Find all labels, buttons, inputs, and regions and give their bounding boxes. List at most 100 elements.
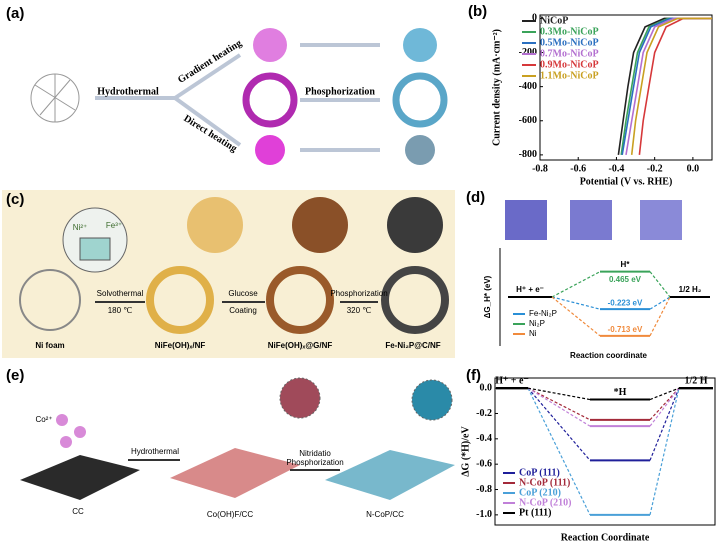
- sphere: [387, 197, 443, 253]
- cage: [266, 266, 334, 334]
- series-line: [621, 17, 712, 156]
- x-tick-label: -0.2: [647, 163, 663, 174]
- series-line: [617, 17, 712, 156]
- legend-label: 0.7Mo-NiCoP: [540, 48, 599, 59]
- x-axis-label: Potential (V vs. RHE): [580, 176, 673, 187]
- step-label: Solvothermal: [97, 289, 144, 298]
- y-tick-label: -200: [519, 47, 537, 58]
- cloth: [325, 450, 455, 500]
- cloth: [20, 455, 140, 500]
- step-label: Phosphorization: [286, 458, 343, 467]
- state-label: H⁺ + e⁻: [495, 375, 528, 386]
- inset: [279, 377, 321, 419]
- y-tick-label: 0.0: [480, 382, 493, 393]
- step-label: Phosphorization: [305, 86, 375, 97]
- material-label: NiFe(OH)ₓ@G/NF: [268, 341, 333, 350]
- y-axis-label: Current density (mA·cm⁻²): [491, 29, 502, 146]
- connector: [649, 387, 680, 427]
- material-label: Co(OH)F/CC: [207, 510, 253, 519]
- y-tick-label: 0: [532, 13, 537, 24]
- plot-frame: [494, 377, 716, 526]
- legend-label: Fe-Ni₂P: [529, 309, 557, 318]
- panel-label: (a): [6, 5, 24, 22]
- material-label: Ni foam: [35, 341, 64, 350]
- framework: [392, 72, 448, 128]
- connector: [551, 296, 601, 337]
- y-axis-label: ΔG_H* (eV): [483, 275, 492, 318]
- legend-label: Ni: [529, 329, 537, 338]
- sphere: [405, 135, 435, 165]
- cloth: [170, 448, 300, 498]
- connector: [649, 387, 680, 401]
- state-label: *H: [614, 387, 627, 398]
- legend-label: N-CoP (210): [519, 497, 572, 508]
- cage: [146, 266, 214, 334]
- y-tick-label: -1.0: [476, 509, 492, 520]
- panel-label: (f): [466, 367, 481, 384]
- value-label: -0.713 eV: [608, 325, 643, 334]
- ion: Ni²⁺: [73, 223, 87, 232]
- connector: [649, 296, 671, 337]
- legend-label: 0.5Mo-NiCoP: [540, 37, 599, 48]
- y-tick-label: -400: [519, 81, 537, 92]
- y-tick-label: -0.2: [476, 408, 492, 419]
- y-tick-label: -0.8: [476, 484, 492, 495]
- step-label: Hydrothermal: [131, 447, 179, 456]
- ion-ball: [60, 436, 72, 448]
- legend-label: CoP (111): [519, 467, 560, 478]
- legend-label: Pt (111): [519, 507, 552, 518]
- panel-a: [30, 43, 380, 152]
- sphere: [255, 135, 285, 165]
- connector: [649, 387, 680, 461]
- beaker: [79, 237, 111, 261]
- connector: [649, 387, 680, 421]
- connector: [527, 387, 591, 427]
- sphere: [187, 197, 243, 253]
- y-tick-label: -600: [519, 115, 537, 126]
- step-label: 320 ℃: [347, 306, 372, 315]
- x-axis-label: Reaction Coordinate: [561, 532, 650, 543]
- connector: [649, 296, 671, 310]
- x-tick-label: 0.0: [687, 163, 700, 174]
- material-label: NiFe(OH)ₓ/NF: [155, 341, 206, 350]
- step-label: Nitridatio: [299, 449, 331, 458]
- x-axis-label: Reaction coordinate: [570, 351, 647, 360]
- ion-ball: [74, 426, 86, 438]
- connector: [649, 388, 680, 515]
- inset: [411, 379, 453, 421]
- step-label: 180 ℃: [108, 306, 133, 315]
- connector: [551, 296, 601, 310]
- plot-frame: [539, 14, 713, 161]
- sphere: [403, 28, 437, 62]
- cage: [381, 266, 449, 334]
- panel-label: (d): [466, 189, 485, 206]
- y-tick-label: -0.4: [476, 433, 492, 444]
- ni-foam: [19, 269, 81, 331]
- y-tick-label: -0.6: [476, 458, 492, 469]
- step-label: Glucose: [228, 289, 258, 298]
- sphere: [253, 28, 287, 62]
- arrows: [95, 43, 380, 152]
- connector: [527, 387, 591, 461]
- series-line: [638, 17, 712, 155]
- panel-label: (c): [6, 191, 24, 208]
- material-label: CC: [72, 507, 84, 516]
- x-tick-label: -0.4: [609, 163, 625, 174]
- panel-label: (e): [6, 367, 24, 384]
- step-label: Gradient heating: [176, 38, 244, 86]
- legend-label: N-CoP (111): [519, 477, 570, 488]
- material-label: Fe-Ni₂P@C/NF: [385, 341, 440, 350]
- y-axis-label: ΔG (*H)/eV: [460, 426, 471, 477]
- value-label: -0.223 eV: [608, 298, 643, 307]
- legend-label: 1.1Mo-NiCoP: [540, 70, 599, 81]
- series-line: [630, 17, 712, 155]
- step-label: Phosphorization: [330, 289, 387, 298]
- sphere: [292, 197, 348, 253]
- structure: [505, 200, 547, 240]
- step-label: Direct heating: [181, 113, 238, 154]
- connector: [527, 387, 591, 401]
- legend-label: Ni₂P: [529, 319, 545, 328]
- step-label: Hydrothermal: [97, 86, 159, 97]
- connector: [649, 271, 671, 298]
